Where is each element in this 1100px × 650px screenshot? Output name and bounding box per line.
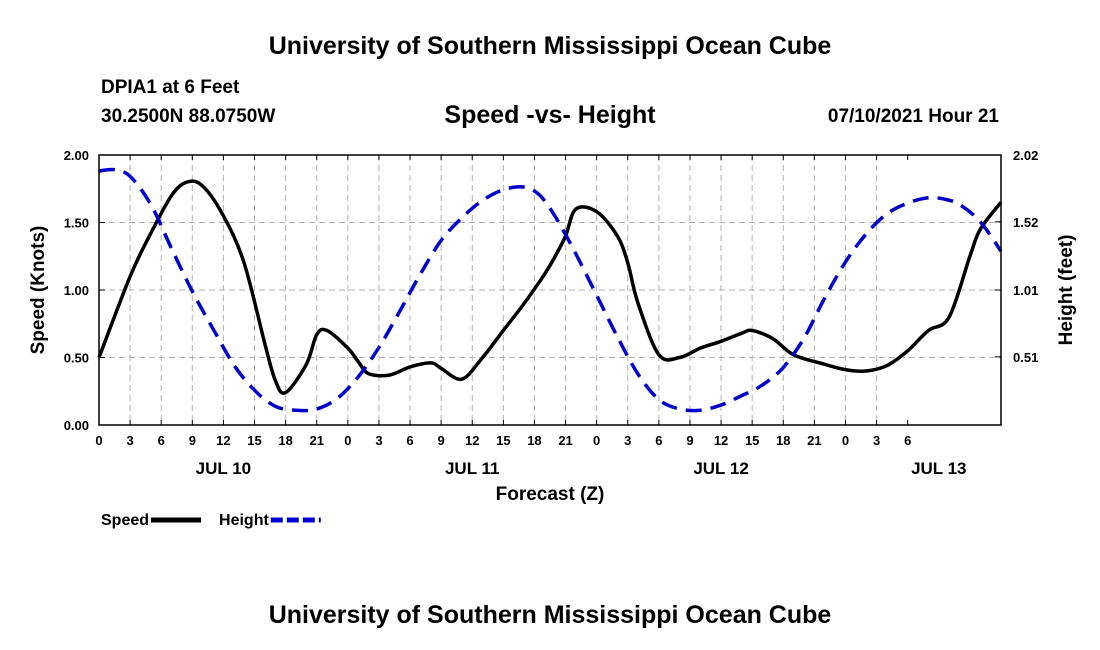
y2-tick-label: 1.52 <box>1013 215 1038 230</box>
chart-title: Speed -vs- Height <box>444 101 656 129</box>
date-label: JUL 10 <box>196 459 251 478</box>
date-label: JUL 12 <box>693 459 748 478</box>
x-tick-label: 15 <box>496 433 510 448</box>
x-tick-label: 18 <box>527 433 541 448</box>
y-tick-label: 2.00 <box>64 148 89 163</box>
height-series-line <box>98 167 1003 413</box>
x-tick-label: 21 <box>807 433 821 448</box>
x-tick-label: 0 <box>344 433 351 448</box>
x-tick-label: 6 <box>158 433 165 448</box>
height-legend-label: Height <box>219 512 269 529</box>
station-label: DPIA1 at 6 Feet <box>101 77 240 98</box>
x-tick-label: 18 <box>278 433 292 448</box>
x-tick-label: 12 <box>714 433 728 448</box>
x-tick-label: 9 <box>686 433 693 448</box>
page-title-bottom: University of Southern Mississippi Ocean… <box>268 601 832 629</box>
x-tick-label: 18 <box>776 433 790 448</box>
grid <box>99 155 1001 425</box>
x-tick-label: 0 <box>95 433 102 448</box>
x-tick-label: 21 <box>558 433 572 448</box>
x-tick-label: 6 <box>406 433 413 448</box>
speed-legend-label: Speed <box>101 512 149 529</box>
x-tick-label: 3 <box>873 433 880 448</box>
y2-tick-label: 2.02 <box>1013 148 1038 163</box>
x-tick-label: 6 <box>904 433 911 448</box>
x-tick-label: 21 <box>309 433 323 448</box>
y-axis-label: Speed (Knots) <box>28 226 49 355</box>
x-tick-label: 9 <box>438 433 445 448</box>
y2-tick-label: 0.51 <box>1013 350 1038 365</box>
x-tick-label: 12 <box>465 433 479 448</box>
legend: Speed Height <box>101 512 321 529</box>
x-tick-label: 12 <box>216 433 230 448</box>
x-tick-label: 0 <box>842 433 849 448</box>
date-label: JUL 11 <box>445 459 500 478</box>
series-layer <box>97 167 1003 413</box>
x-tick-label: 3 <box>375 433 382 448</box>
y2-axis-label: Height (feet) <box>1056 235 1077 346</box>
x-tick-label: 15 <box>247 433 261 448</box>
x-tick-label: 0 <box>593 433 600 448</box>
x-tick-label: 15 <box>745 433 759 448</box>
speed-series-line <box>97 179 1003 395</box>
y-tick-label: 0.50 <box>64 351 89 366</box>
axes: 0 3 6 9 12 15 18 21 0 3 6 9 12 15 18 21 0 3 6 9 12 15 18 21 0 3 6 0… <box>64 148 1039 478</box>
y-tick-label: 1.00 <box>64 283 89 298</box>
forecast-date: 07/10/2021 Hour 21 <box>827 106 999 127</box>
date-label: JUL 13 <box>911 459 966 478</box>
x-tick-label: 3 <box>624 433 631 448</box>
y-tick-label: 0.00 <box>64 418 89 433</box>
y-tick-label: 1.50 <box>64 216 89 231</box>
station-coords: 30.2500N 88.0750W <box>101 106 276 127</box>
y2-tick-label: 1.01 <box>1013 283 1038 298</box>
x-tick-label: 3 <box>126 433 133 448</box>
x-tick-label: 9 <box>189 433 196 448</box>
x-tick-label: 6 <box>655 433 662 448</box>
page-title-top: University of Southern Mississippi Ocean… <box>268 32 832 60</box>
x-axis-label: Forecast (Z) <box>496 484 605 505</box>
